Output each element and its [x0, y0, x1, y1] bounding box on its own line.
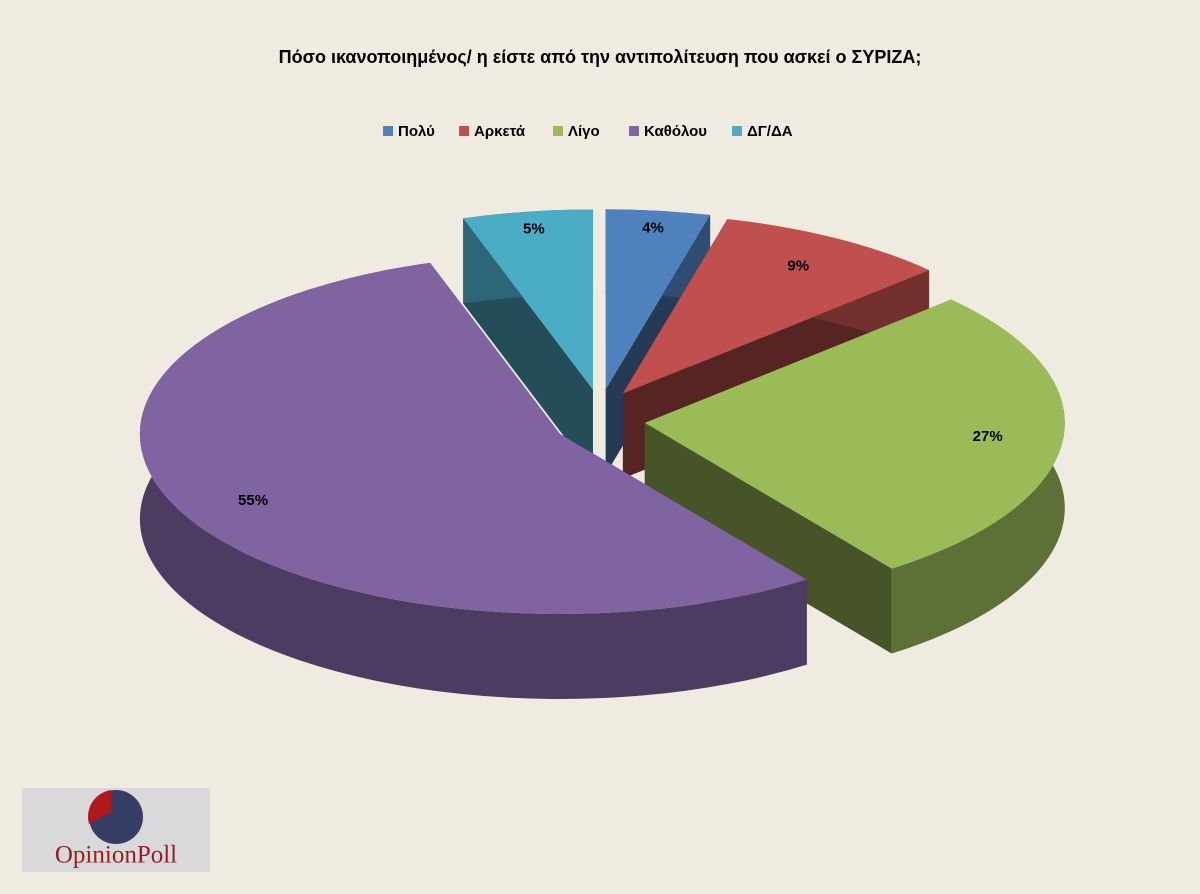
data-label: 5%: [523, 220, 545, 237]
data-label: 4%: [642, 220, 664, 237]
legend-label: Καθόλου: [644, 123, 707, 140]
legend-swatch: [629, 126, 639, 136]
slice: [644, 299, 1065, 569]
legend-label: Λίγο: [568, 123, 600, 140]
data-label: 9%: [787, 257, 809, 274]
legend-swatch: [459, 126, 469, 136]
slice: [463, 209, 593, 390]
data-label: 27%: [973, 428, 1003, 445]
legend-swatch: [732, 126, 742, 136]
tops: [139, 209, 1065, 615]
slice: [605, 209, 711, 390]
slice: [139, 262, 807, 615]
legend-swatch: [383, 126, 393, 136]
slice-side: [644, 422, 892, 654]
logo: OpinionPoll: [22, 788, 210, 872]
data-label: 55%: [238, 492, 268, 509]
logo-text: OpinionPoll: [55, 842, 177, 869]
chart-title: Πόσο ικανοποιημένος/ η είστε από την αντ…: [279, 47, 922, 67]
legend-label: Αρκετά: [474, 123, 526, 140]
slice: [622, 219, 930, 394]
legend-swatch: [553, 126, 563, 136]
logo-wedge: [87, 790, 111, 824]
legend-label: ΔΓ/ΔΑ: [747, 123, 793, 140]
legend-label: Πολύ: [398, 123, 435, 140]
